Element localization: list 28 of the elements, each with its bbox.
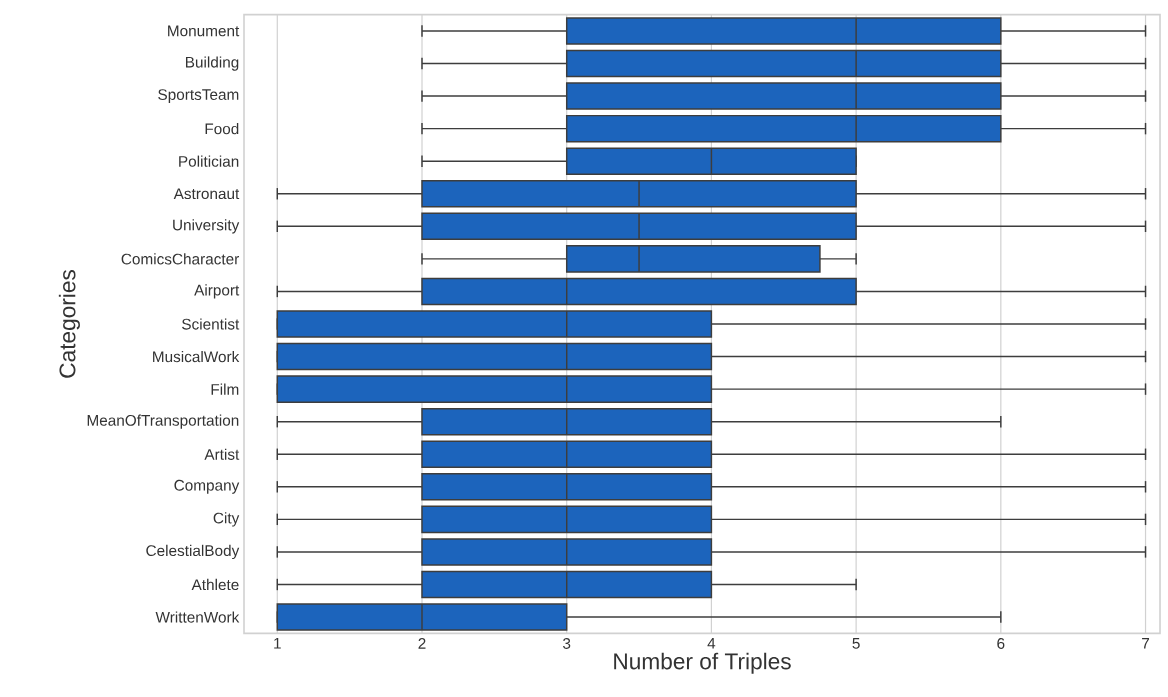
y-tick-label: MusicalWork xyxy=(153,350,240,363)
x-tick-label: 3 xyxy=(563,637,571,649)
y-axis-title: Categories xyxy=(58,269,80,378)
y-tick-label: CelestialBody xyxy=(146,544,240,559)
y-tick-label: City xyxy=(213,512,240,527)
x-axis-title: Number of Triples xyxy=(614,652,791,674)
y-tick-label: SportsTeam xyxy=(158,88,239,103)
x-tick-label: 7 xyxy=(1142,637,1150,649)
x-tick-label: 6 xyxy=(997,637,1005,649)
y-tick-label: ComicsCharacter xyxy=(121,253,240,265)
y-tick-label: Airport xyxy=(194,284,240,299)
y-tick-label: University xyxy=(173,219,240,234)
y-tick-label: MeanOfTransportation xyxy=(87,414,239,429)
y-tick-label: Food xyxy=(205,122,239,135)
y-tick-label: WrittenWork xyxy=(155,611,240,623)
y-tick-label: Artist xyxy=(204,448,240,460)
x-tick-label: 4 xyxy=(707,637,716,649)
y-tick-label: Building xyxy=(185,56,239,71)
y-tick-label: Company xyxy=(174,479,240,494)
x-tick-label: 5 xyxy=(852,637,860,649)
y-tick-label: Film xyxy=(211,383,239,395)
x-tick-label: 1 xyxy=(274,637,281,649)
y-tick-label: Monument xyxy=(168,25,240,37)
y-tick-label: Astronaut xyxy=(173,188,240,199)
y-tick-label: Scientist xyxy=(182,318,240,330)
x-tick-label: 2 xyxy=(418,637,426,649)
y-tick-label: Politician xyxy=(179,155,239,167)
y-tick-label: Athlete xyxy=(191,578,239,590)
